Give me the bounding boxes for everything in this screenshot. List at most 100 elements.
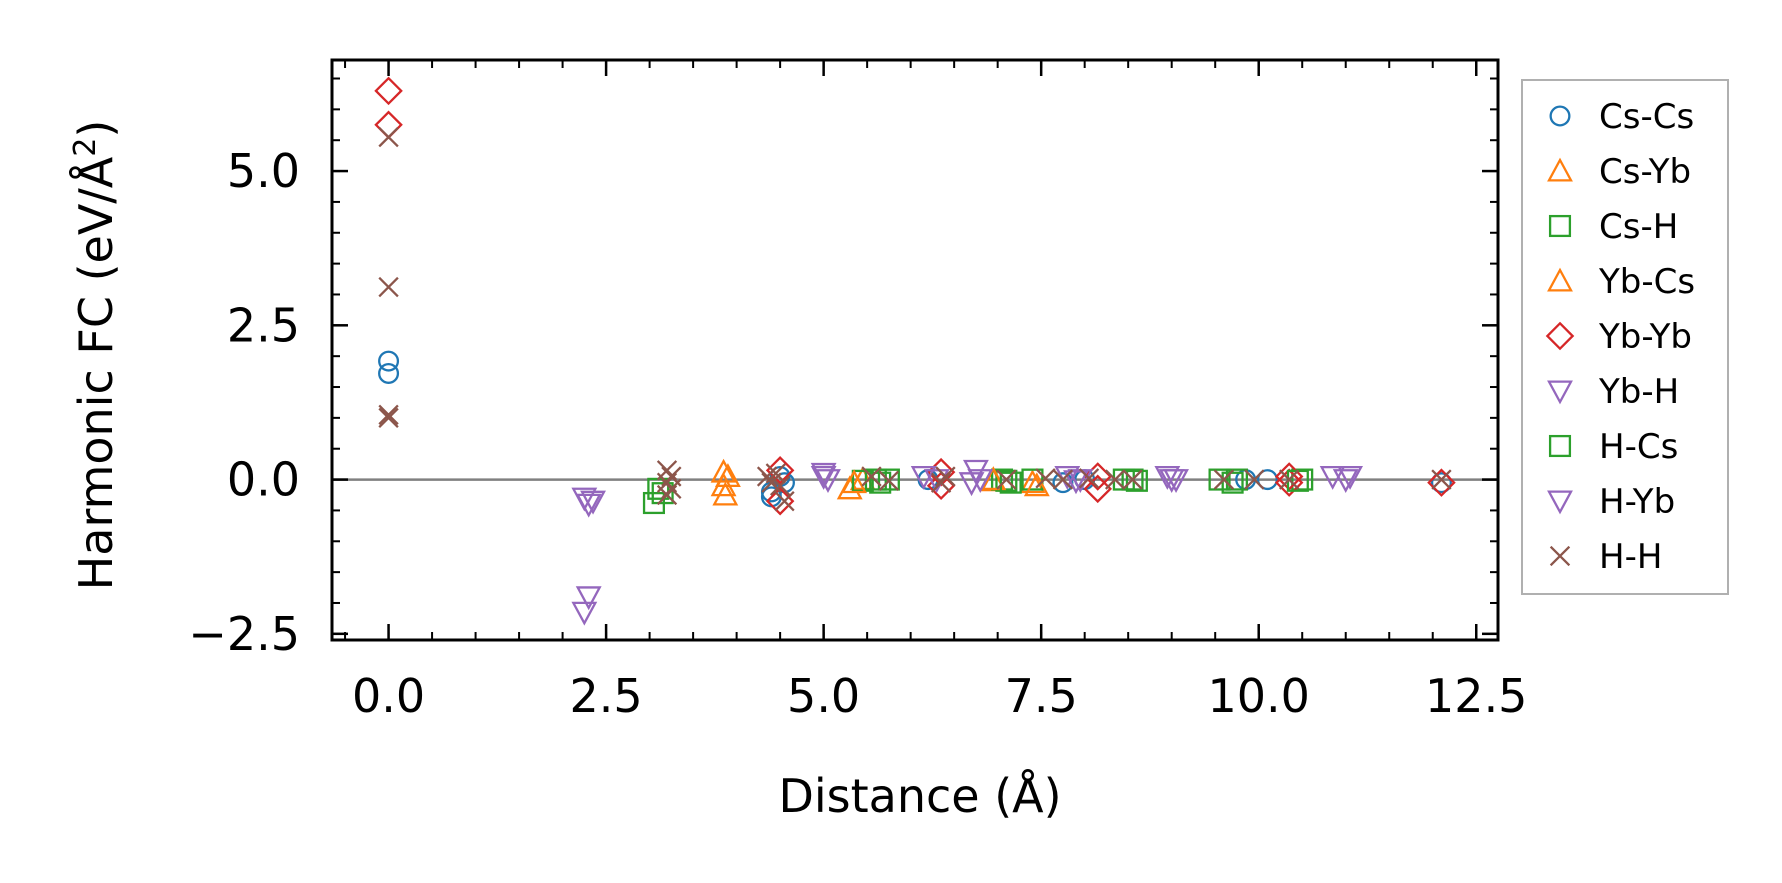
- data-point: [1256, 469, 1278, 491]
- legend-marker: [1547, 380, 1573, 405]
- data-point: [995, 469, 1018, 492]
- data-point: [967, 469, 994, 493]
- data-point: [378, 126, 399, 148]
- data-point: [878, 470, 900, 491]
- series-yb-h: [571, 459, 1364, 626]
- data-point: [1052, 469, 1074, 490]
- data-point: [378, 407, 399, 429]
- data-point: [958, 472, 985, 497]
- data-point: [1291, 468, 1314, 491]
- data-point: [575, 493, 602, 518]
- series-cs-cs: [378, 350, 1452, 508]
- legend-marker: [1545, 321, 1575, 351]
- data-point: [1332, 469, 1359, 493]
- x-tick-label: 5.0: [787, 669, 860, 723]
- data-point: [810, 465, 837, 490]
- legend-entry: Yb-H: [1547, 372, 1679, 412]
- legend-marker: [1549, 545, 1571, 567]
- series-h-yb: [580, 465, 1359, 515]
- data-point: [765, 456, 795, 485]
- legend-label: Cs-Cs: [1599, 97, 1694, 137]
- data-point: [996, 469, 1017, 490]
- data-point: [1023, 472, 1050, 497]
- data-point: [851, 469, 874, 492]
- legend-label: H-Yb: [1599, 482, 1675, 522]
- legend-entry: H-H: [1549, 537, 1662, 577]
- data-point: [774, 491, 795, 512]
- data-point: [378, 276, 399, 298]
- y-tick-label: 0.0: [227, 453, 300, 507]
- axes: 0.0 2.5 5.0 7.5 10.0 12.5 −2.5 0.0 2.5 5.0: [188, 58, 1527, 723]
- y-axis-title: Harmonic FC (eV/Å2): [68, 120, 124, 591]
- data-point: [861, 466, 882, 487]
- plot-area: [332, 76, 1498, 626]
- data-point: [1278, 469, 1300, 490]
- legend-marker: [1547, 157, 1573, 182]
- data-point: [1427, 468, 1456, 497]
- y-axis-title-main: Harmonic FC (eV/Å: [69, 156, 123, 590]
- data-point: [999, 471, 1022, 494]
- data-point: [1035, 468, 1056, 489]
- data-point: [935, 466, 956, 487]
- legend-label: H-Cs: [1599, 427, 1678, 467]
- legend-label: H-H: [1599, 537, 1662, 577]
- y-tick-label: 5.0: [227, 144, 300, 198]
- data-point: [710, 458, 737, 483]
- data-point: [1154, 465, 1181, 490]
- data-point: [1063, 470, 1089, 495]
- legend-entry: Yb-Yb: [1545, 317, 1692, 357]
- legend-entry: Yb-Cs: [1547, 262, 1695, 302]
- legend-entry: Cs-Yb: [1547, 152, 1691, 192]
- data-point: [656, 484, 678, 506]
- x-tick-label: 7.5: [1005, 669, 1078, 723]
- data-point: [765, 463, 786, 484]
- y-axis-title-end: ): [69, 120, 123, 138]
- data-point: [374, 76, 403, 106]
- x-tick-label: 0.0: [352, 669, 425, 723]
- x-tick-label: 2.5: [570, 669, 643, 723]
- legend-label: Yb-Cs: [1598, 262, 1695, 302]
- legend-marker: [1549, 105, 1571, 127]
- data-point: [1121, 468, 1144, 491]
- data-point: [1337, 465, 1364, 490]
- data-point: [580, 490, 606, 515]
- y-axis-title-sup: 2: [68, 138, 103, 157]
- legend-label: Yb-Yb: [1598, 317, 1692, 357]
- legend-marker: [1547, 490, 1573, 515]
- data-point: [1125, 469, 1148, 492]
- data-point: [1430, 472, 1452, 494]
- data-point: [378, 362, 400, 384]
- legend-label: Yb-H: [1598, 372, 1679, 412]
- data-point: [930, 472, 952, 493]
- data-point: [575, 586, 602, 611]
- series-h-h: [378, 126, 1452, 512]
- data-point: [877, 468, 900, 491]
- legend-entry: H-Cs: [1548, 427, 1678, 467]
- x-tick-label: 12.5: [1425, 669, 1527, 723]
- data-point: [1221, 471, 1244, 494]
- legend-entry: Cs-H: [1548, 207, 1678, 247]
- data-point: [1078, 468, 1100, 489]
- data-point: [712, 481, 739, 506]
- legend-marker: [1548, 434, 1572, 458]
- data-point: [841, 469, 868, 494]
- legend-label: Cs-H: [1599, 207, 1678, 247]
- data-point: [378, 350, 400, 372]
- data-point: [1021, 468, 1044, 491]
- data-point: [1244, 469, 1265, 490]
- data-point: [1122, 469, 1143, 490]
- data-point: [714, 463, 741, 487]
- data-point: [1208, 468, 1231, 491]
- data-point: [1104, 469, 1126, 490]
- data-point: [1274, 468, 1304, 497]
- data-point: [1019, 469, 1046, 494]
- data-point: [769, 475, 791, 496]
- data-point: [651, 482, 674, 505]
- series-yb-yb: [374, 76, 1456, 516]
- y-tick-label: 2.5: [227, 298, 300, 352]
- x-axis-title: Distance (Å): [778, 769, 1061, 823]
- legend-entry: Cs-Cs: [1549, 97, 1694, 137]
- data-point: [1431, 469, 1452, 490]
- data-point: [571, 601, 598, 626]
